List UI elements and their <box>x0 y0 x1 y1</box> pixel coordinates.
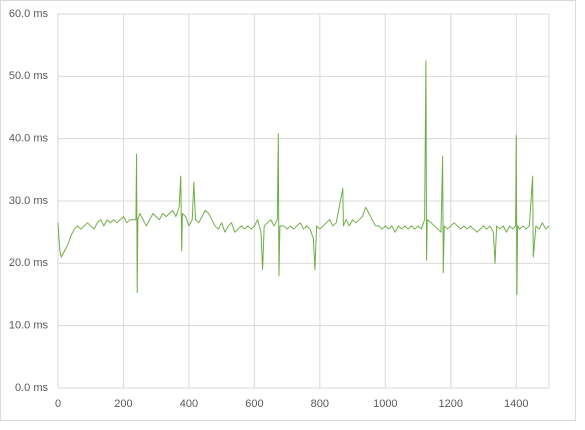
y-tick-label: 30.0 ms <box>9 195 49 207</box>
x-tick-label: 600 <box>245 398 263 410</box>
x-tick-label: 0 <box>55 398 61 410</box>
x-tick-label: 1400 <box>504 398 528 410</box>
x-tick-label: 1200 <box>439 398 463 410</box>
x-tick-label: 400 <box>180 398 198 410</box>
x-tick-label: 200 <box>114 398 132 410</box>
y-tick-label: 0.0 ms <box>15 382 49 394</box>
x-tick-label: 800 <box>311 398 329 410</box>
x-tick-label: 1000 <box>373 398 397 410</box>
chart-frame <box>0 0 576 421</box>
y-tick-label: 40.0 ms <box>9 133 49 145</box>
data-line <box>57 60 550 295</box>
y-tick-label: 20.0 ms <box>9 257 49 269</box>
y-tick-label: 50.0 ms <box>9 70 49 82</box>
y-tick-label: 10.0 ms <box>9 320 49 332</box>
y-tick-label: 60.0 ms <box>9 8 49 20</box>
